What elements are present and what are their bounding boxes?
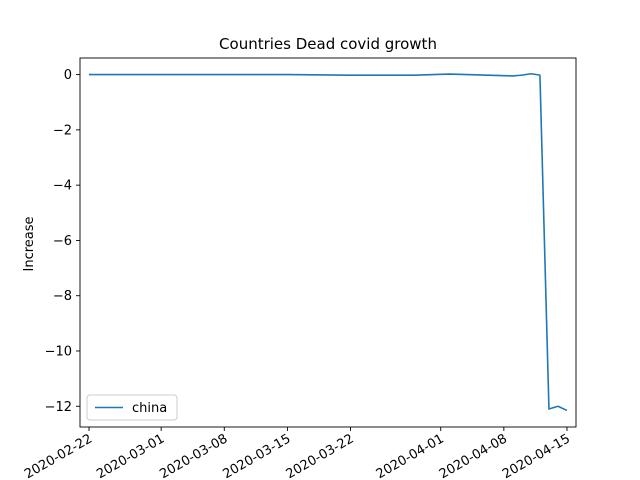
y-tick-label: −4 bbox=[53, 179, 72, 194]
x-tick-label: 2020-03-01 bbox=[94, 431, 167, 480]
legend-box bbox=[86, 394, 178, 421]
y-tick-label: −10 bbox=[45, 344, 72, 359]
legend-label: china bbox=[132, 401, 167, 416]
y-axis-label: Increase bbox=[22, 216, 37, 271]
x-tick-label: 2020-02-22 bbox=[22, 431, 95, 480]
x-tick-label: 2020-03-08 bbox=[157, 431, 230, 480]
y-tick-label: 0 bbox=[64, 68, 72, 83]
x-tick-label: 2020-03-22 bbox=[284, 431, 357, 480]
y-tick-label: −8 bbox=[53, 289, 72, 304]
chart-title: Countries Dead covid growth bbox=[219, 35, 437, 53]
y-tick-label: −6 bbox=[53, 234, 72, 249]
plot-frame bbox=[79, 57, 577, 428]
series-line-china bbox=[89, 72, 568, 412]
y-tick-label: −12 bbox=[45, 400, 72, 415]
x-tick-label: 2020-04-01 bbox=[374, 431, 447, 480]
x-tick-label: 2020-03-15 bbox=[220, 431, 293, 480]
plot-area bbox=[89, 72, 568, 412]
x-tick-label: 2020-04-15 bbox=[500, 431, 573, 480]
y-tick-label: −2 bbox=[53, 123, 72, 138]
x-tick-label: 2020-04-08 bbox=[437, 431, 510, 480]
legend: china bbox=[86, 394, 178, 421]
